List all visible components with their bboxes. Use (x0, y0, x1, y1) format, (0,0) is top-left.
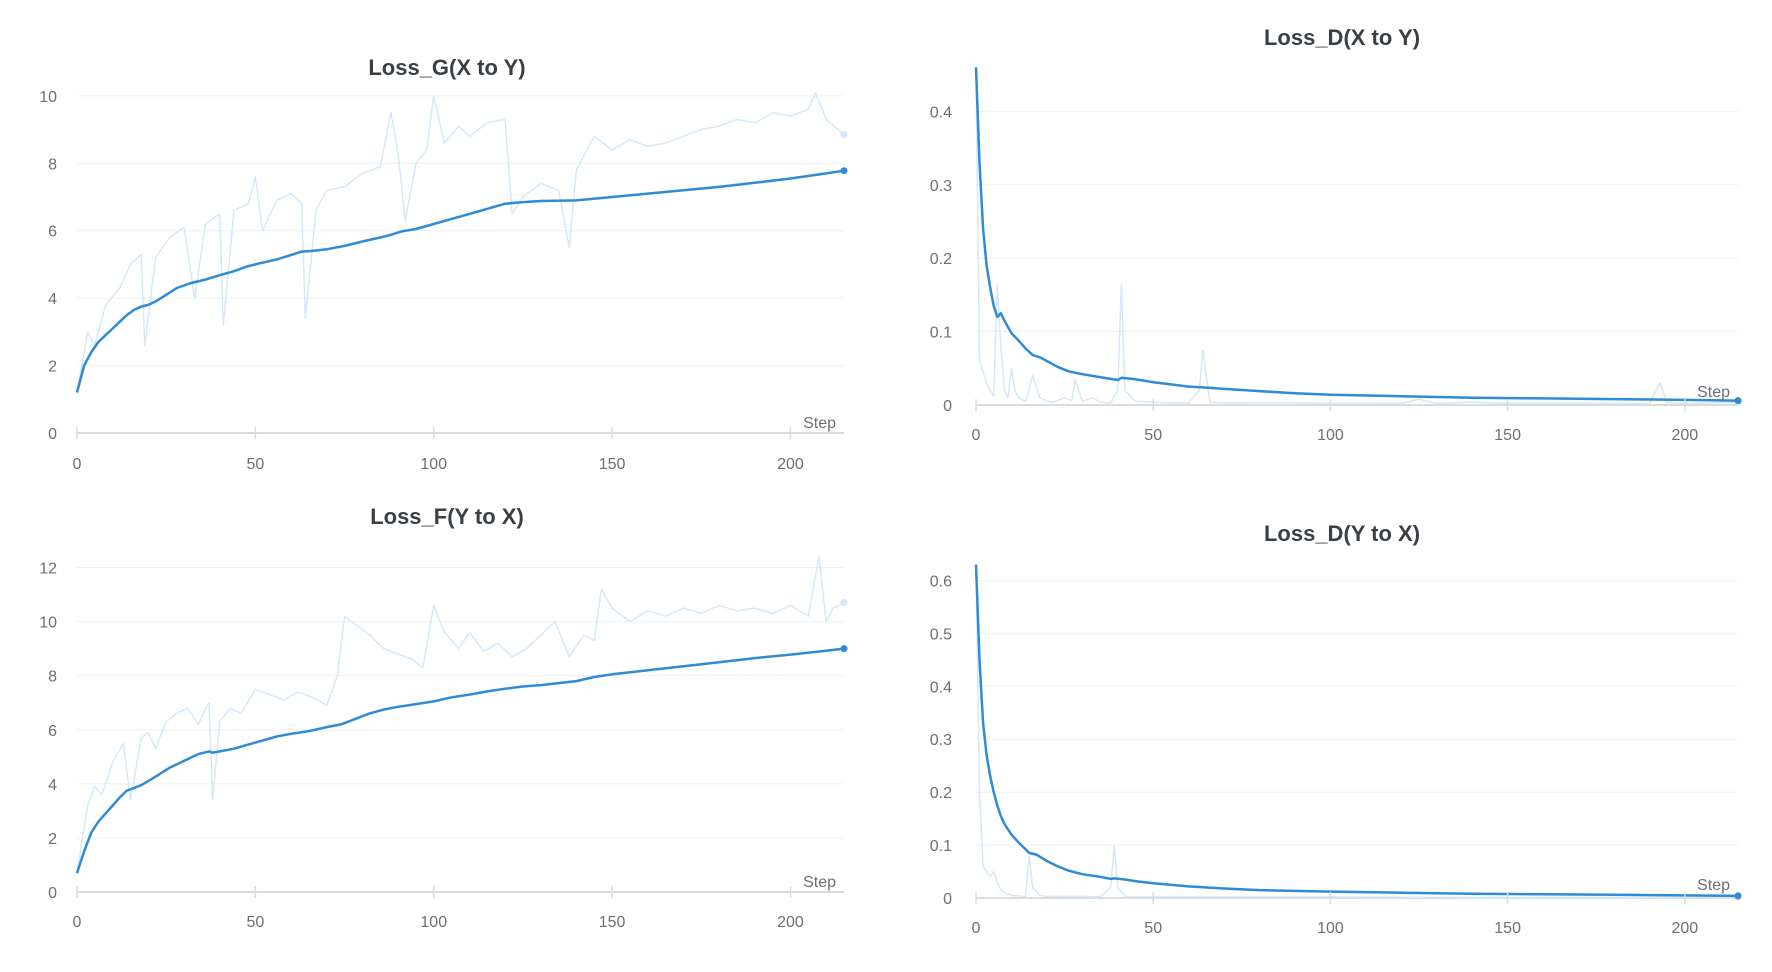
y-tick-label: 0.4 (930, 104, 952, 121)
x-axis-label: Step (803, 874, 836, 891)
x-tick-label: 0 (73, 914, 82, 931)
smoothed-series-end-point (840, 645, 848, 653)
x-tick-label: 200 (777, 456, 804, 473)
x-tick-label: 150 (599, 456, 626, 473)
y-tick-label: 0.3 (930, 178, 952, 195)
x-tick-label: 0 (972, 427, 981, 444)
x-tick-label: 50 (246, 914, 264, 931)
x-axis-label: Step (1697, 384, 1730, 401)
x-tick-label: 100 (1317, 920, 1344, 937)
y-tick-label: 12 (39, 561, 57, 578)
y-tick-label: 0 (943, 891, 952, 908)
x-axis-label: Step (1697, 877, 1730, 894)
x-tick-label: 100 (420, 914, 447, 931)
y-tick-label: 0 (943, 398, 952, 415)
y-tick-label: 8 (48, 669, 57, 686)
x-tick-label: 200 (777, 914, 804, 931)
raw-series-line (975, 564, 1738, 899)
chart-panel-loss-g: 0 2 4 6 8 10 0 50 100 150 200 Loss_G(X to Y) Step (0, 0, 886, 483)
chart-panel-loss-f: 0 2 4 6 8 10 12 0 50 100 150 200 Loss_F(Y to X) Ste… (0, 483, 886, 967)
chart-title: Loss_G(X to Y) (368, 55, 525, 80)
smoothed-series-line (974, 67, 1739, 402)
y-tick-label: 0.3 (930, 732, 952, 749)
chart-svg-loss-d-yx: 0 0.1 0.2 0.3 0.4 0.5 0.6 0 50 100 150 200 Loss_D(Y… (930, 521, 1742, 937)
x-tick-label: 200 (1671, 920, 1698, 937)
smoothed-series-line (75, 647, 845, 874)
y-tick-label: 2 (48, 359, 57, 376)
x-tick-label: 100 (420, 456, 447, 473)
y-tick-label: 0.5 (930, 626, 952, 643)
smoothed-series-end-point (1734, 892, 1742, 900)
y-tick-label: 0 (48, 885, 57, 902)
x-tick-label: 150 (1494, 427, 1521, 444)
raw-series-line (76, 91, 845, 393)
y-tick-label: 0.6 (930, 573, 952, 590)
x-tick-label: 150 (599, 914, 626, 931)
x-tick-label: 150 (1494, 920, 1521, 937)
y-tick-label: 6 (48, 723, 57, 740)
x-axis-label: Step (803, 415, 836, 432)
x-tick-label: 50 (246, 456, 264, 473)
y-tick-label: 10 (39, 89, 57, 106)
smoothed-series-end-point (1734, 397, 1742, 405)
chart-panel-loss-d-xy: 0 0.1 0.2 0.3 0.4 0 50 100 150 200 Loss_D(X to Y)… (886, 0, 1772, 483)
x-tick-label: 200 (1671, 427, 1698, 444)
chart-svg-loss-f: 0 2 4 6 8 10 12 0 50 100 150 200 Loss_F(Y to X) Ste… (39, 504, 848, 931)
y-tick-label: 4 (48, 291, 57, 308)
y-tick-label: 10 (39, 615, 57, 632)
chart-title: Loss_D(X to Y) (1264, 25, 1420, 50)
raw-series-line (975, 67, 1739, 405)
chart-svg-loss-d-xy: 0 0.1 0.2 0.3 0.4 0 50 100 150 200 Loss_D(X to Y)… (930, 25, 1742, 444)
x-tick-label: 0 (73, 456, 82, 473)
y-tick-label: 0.2 (930, 251, 952, 268)
raw-series-line (76, 555, 845, 874)
chart-panel-loss-d-yx: 0 0.1 0.2 0.3 0.4 0.5 0.6 0 50 100 150 200 Loss_D(Y… (886, 483, 1772, 967)
y-tick-label: 6 (48, 224, 57, 241)
x-tick-label: 0 (972, 920, 981, 937)
smoothed-series-line (75, 169, 845, 393)
raw-series-end-point (840, 131, 848, 139)
chart-title: Loss_F(Y to X) (370, 504, 524, 529)
smoothed-series-end-point (840, 167, 848, 175)
x-tick-label: 50 (1144, 427, 1162, 444)
y-tick-label: 0.4 (930, 679, 952, 696)
y-tick-label: 4 (48, 777, 57, 794)
y-tick-label: 0.2 (930, 785, 952, 802)
y-tick-label: 0.1 (930, 325, 952, 342)
y-tick-label: 2 (48, 831, 57, 848)
y-tick-label: 0.1 (930, 838, 952, 855)
x-tick-label: 50 (1144, 920, 1162, 937)
chart-title: Loss_D(Y to X) (1264, 521, 1420, 546)
x-tick-label: 100 (1317, 427, 1344, 444)
raw-series-end-point (840, 599, 848, 607)
y-tick-label: 0 (48, 426, 57, 443)
smoothed-series-line (974, 564, 1739, 898)
y-tick-label: 8 (48, 156, 57, 173)
